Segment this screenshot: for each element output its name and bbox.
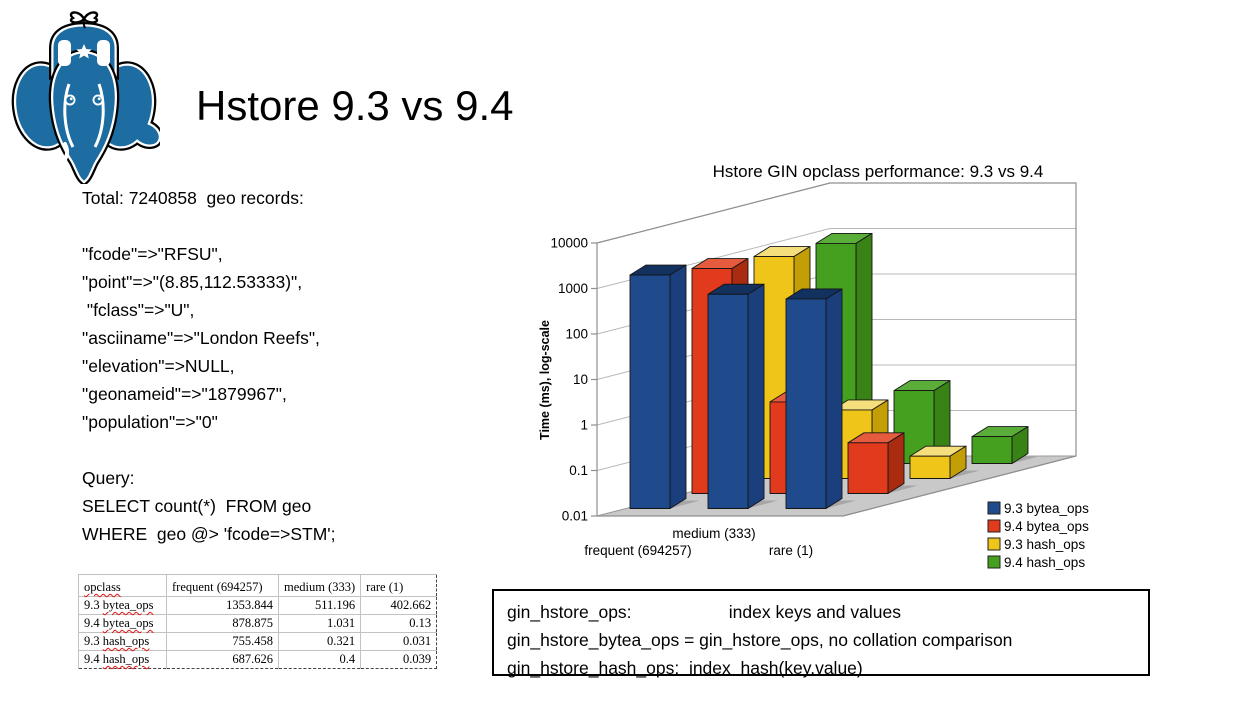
info-line: "fcode"=>"RFSU", — [82, 244, 223, 264]
info-line: WHERE geo @> 'fcode=>STM'; — [82, 524, 336, 544]
notes-line: gin_hstore_hash_ops: index hash(key.valu… — [507, 658, 863, 678]
table-row: 9.3 bytea_ops 1353.844 511.196 402.662 — [78, 596, 438, 615]
opclass-notes-box: gin_hstore_ops: index keys and values gin… — [492, 589, 1150, 678]
table-header: frequent (694257) — [166, 574, 279, 597]
chart-title: Hstore GIN opclass performance: 9.3 vs 9… — [713, 162, 1044, 181]
y-tick-label: 10000 — [550, 236, 588, 251]
geo-records-text: Total: 7240858 geo records: "fcode"=>"RF… — [82, 184, 482, 548]
category-label: medium (333) — [672, 526, 755, 541]
info-line — [82, 212, 482, 240]
legend-label: 9.3 hash_ops — [1004, 537, 1085, 552]
y-tick-label: 0.01 — [562, 509, 588, 524]
page-title: Hstore 9.3 vs 9.4 — [196, 82, 514, 129]
info-line: "elevation"=>NULL, — [82, 356, 235, 376]
value-cell: 402.662 — [360, 596, 438, 615]
table-header: opclass — [78, 574, 167, 597]
y-tick-label: 1000 — [558, 281, 588, 296]
value-cell: 0.4 — [277, 650, 362, 669]
y-axis-title: Time (ms), log-scale — [538, 320, 552, 440]
table-row: 9.4 bytea_ops 878.875 1.031 0.13 — [78, 614, 438, 633]
info-line: SELECT count(*) FROM geo — [82, 496, 312, 516]
gin-performance-3d-chart: 10000 1000 100 10 1 0.1 0.01 Time (ms), log-sca… — [538, 162, 1089, 570]
bar-9.4 hash_ops-2 — [971, 436, 1013, 464]
postgresql-elephant-ushanka-logo — [11, 11, 160, 184]
value-cell: 878.875 — [166, 614, 279, 633]
opclass-cell: 9.4 hash_ops — [78, 650, 167, 669]
legend-swatch — [987, 537, 1001, 551]
table-row: 9.4 hash_ops 687.626 0.4 0.039 — [78, 650, 438, 669]
value-cell: 0.321 — [277, 632, 362, 651]
info-line: "point"=>"(8.85,112.53333)", — [82, 272, 303, 292]
info-line: "population"=>"0" — [82, 412, 218, 432]
notes-line: gin_hstore_ops: index keys and values — [507, 602, 901, 622]
value-cell: 1.031 — [277, 614, 362, 633]
notes-line: gin_hstore_bytea_ops = gin_hstore_ops, n… — [507, 630, 1013, 650]
bar-9.3 bytea_ops-2 — [785, 298, 827, 509]
bar-9.4 bytea_ops-2 — [847, 442, 889, 494]
bar-9.3 bytea_ops-1 — [747, 283, 765, 509]
table-row: 9.3 hash_ops 755.458 0.321 0.031 — [78, 632, 438, 651]
info-line: Query: — [82, 468, 135, 488]
info-line: "geonameid"=>"1879967", — [82, 384, 287, 404]
info-line: "asciiname"=>"London Reefs", — [82, 328, 320, 348]
bar-9.3 hash_ops-2 — [909, 455, 951, 479]
category-label: rare (1) — [769, 543, 813, 558]
bar-9.3 bytea_ops-0 — [669, 264, 687, 509]
y-tick-label: 10 — [573, 372, 588, 387]
info-line: "fclass"=>"U", — [82, 300, 195, 320]
legend-label: 9.4 bytea_ops — [1004, 519, 1089, 534]
opclass-cell: 9.3 bytea_ops — [78, 596, 167, 615]
category-label: frequent (694257) — [584, 543, 691, 558]
value-cell: 687.626 — [166, 650, 279, 669]
opclass-cell: 9.3 hash_ops — [78, 632, 167, 651]
value-cell: 511.196 — [277, 596, 362, 615]
value-cell: 0.039 — [360, 650, 438, 669]
opclass-table: opclass frequent (694257) medium (333) rare… — [78, 574, 438, 669]
legend-label: 9.3 bytea_ops — [1004, 501, 1089, 516]
legend-label: 9.4 hash_ops — [1004, 555, 1085, 570]
opclass-cell: 9.4 bytea_ops — [78, 614, 167, 633]
legend-swatch — [987, 555, 1001, 569]
bar-9.3 bytea_ops-0 — [629, 274, 671, 509]
y-tick-label: 100 — [565, 327, 588, 342]
info-line — [82, 436, 482, 464]
bar-9.3 bytea_ops-1 — [707, 293, 749, 509]
table-header: medium (333) — [277, 574, 362, 597]
bar-9.4 bytea_ops-2 — [887, 432, 905, 494]
opclass-table-wrap: opclass frequent (694257) medium (333) rare… — [78, 574, 438, 669]
bar-9.3 bytea_ops-2 — [825, 288, 843, 509]
value-cell: 0.031 — [360, 632, 438, 651]
y-tick-label: 1 — [580, 418, 588, 433]
value-cell: 755.458 — [166, 632, 279, 651]
legend-swatch — [987, 519, 1001, 533]
value-cell: 1353.844 — [166, 596, 279, 615]
info-line: Total: 7240858 geo records: — [82, 188, 304, 208]
value-cell: 0.13 — [360, 614, 438, 633]
y-tick-label: 0.1 — [569, 463, 588, 478]
table-header: rare (1) — [360, 574, 438, 597]
legend-swatch — [987, 501, 1001, 515]
